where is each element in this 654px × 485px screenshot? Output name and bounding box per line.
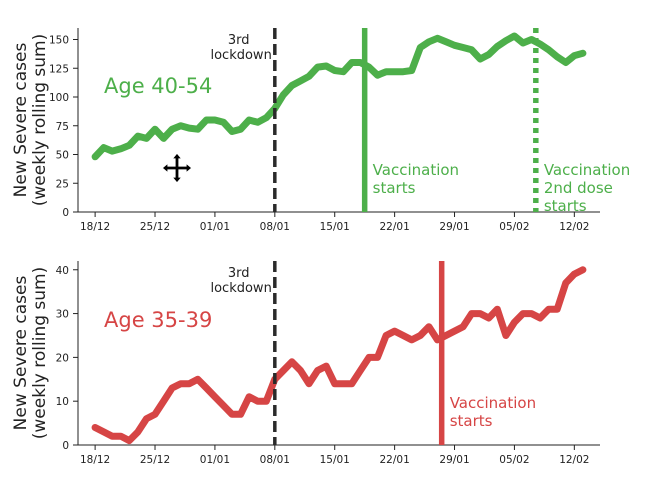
x-tick-label: 22/01	[379, 221, 409, 233]
series-line	[91, 32, 587, 161]
panel-label: Age 35-39	[104, 308, 212, 332]
y-axis-label: New Severe cases(weekly rolling sum)	[11, 34, 50, 206]
series-line	[91, 266, 587, 445]
x-tick-label: 29/01	[439, 454, 469, 466]
y-axis-label-line: (weekly rolling sum)	[30, 267, 50, 439]
vline-annotation: Vaccination starts	[373, 161, 459, 197]
x-tick-label: 01/01	[200, 221, 230, 233]
x-tick-label: 29/01	[439, 221, 469, 233]
annotation-line: Vaccination	[544, 161, 630, 179]
y-tick-label: 50	[56, 150, 69, 162]
panel-label: Age 40-54	[104, 74, 212, 98]
annotation-line: starts	[544, 197, 587, 215]
vline-annotation: 3rd lockdown	[210, 266, 271, 296]
annotation-line: 3rd	[228, 33, 250, 48]
x-tick-label: 08/01	[260, 221, 290, 233]
annotation-line: starts	[450, 412, 493, 430]
chart-panel-1: 0 25 50 75 100 125 150 18/12 25/12 01/01 08/01 15/0…	[11, 28, 630, 233]
x-tick-label: 25/12	[140, 454, 170, 466]
annotation-line: lockdown	[210, 48, 271, 63]
x-tick-label: 22/01	[379, 454, 409, 466]
annotation-line: Vaccination	[373, 161, 459, 179]
annotation-line: Vaccination	[450, 394, 536, 412]
y-tick-label: 125	[49, 63, 69, 75]
x-tick-label: 05/02	[499, 454, 529, 466]
move-cursor-icon	[161, 152, 193, 184]
x-tick-label: 18/12	[80, 221, 110, 233]
x-tick-label: 18/12	[80, 454, 110, 466]
chart-panel-2: 0 10 20 30 40 18/12 25/12 01/01 08/01 15/01 22/01 2…	[11, 261, 600, 466]
vline-annotation: Vaccination 2nd dose starts	[544, 161, 630, 215]
y-axis-label-line: (weekly rolling sum)	[30, 34, 50, 206]
y-tick-label: 0	[62, 207, 69, 219]
vline-annotation: 3rd lockdown	[210, 33, 271, 63]
y-tick-label: 30	[56, 309, 69, 321]
y-tick-label: 40	[56, 265, 69, 277]
x-tick-label: 15/01	[320, 221, 350, 233]
x-tick-label: 25/12	[140, 221, 170, 233]
y-tick-label: 150	[49, 35, 69, 47]
x-tick-label: 15/01	[320, 454, 350, 466]
y-tick-label: 25	[56, 178, 69, 190]
x-tick-label: 12/02	[559, 454, 589, 466]
y-tick-label: 0	[62, 440, 69, 452]
x-tick-label: 05/02	[499, 221, 529, 233]
x-tick-label: 08/01	[260, 454, 290, 466]
y-axis-label-line: New Severe cases	[11, 276, 31, 431]
annotation-line: lockdown	[210, 281, 271, 296]
x-tick-label: 12/02	[559, 221, 589, 233]
vline-annotation: Vaccination starts	[450, 394, 536, 430]
x-tick-label: 01/01	[200, 454, 230, 466]
y-axis-label-line: New Severe cases	[11, 43, 31, 198]
annotation-line: 3rd	[228, 266, 250, 281]
annotation-line: 2nd dose	[544, 179, 613, 197]
y-tick-label: 10	[56, 396, 69, 408]
y-axis-label: New Severe cases(weekly rolling sum)	[11, 267, 50, 439]
y-tick-label: 20	[56, 352, 69, 364]
y-tick-label: 100	[49, 92, 69, 104]
annotation-line: starts	[373, 179, 416, 197]
y-tick-label: 75	[56, 121, 69, 133]
